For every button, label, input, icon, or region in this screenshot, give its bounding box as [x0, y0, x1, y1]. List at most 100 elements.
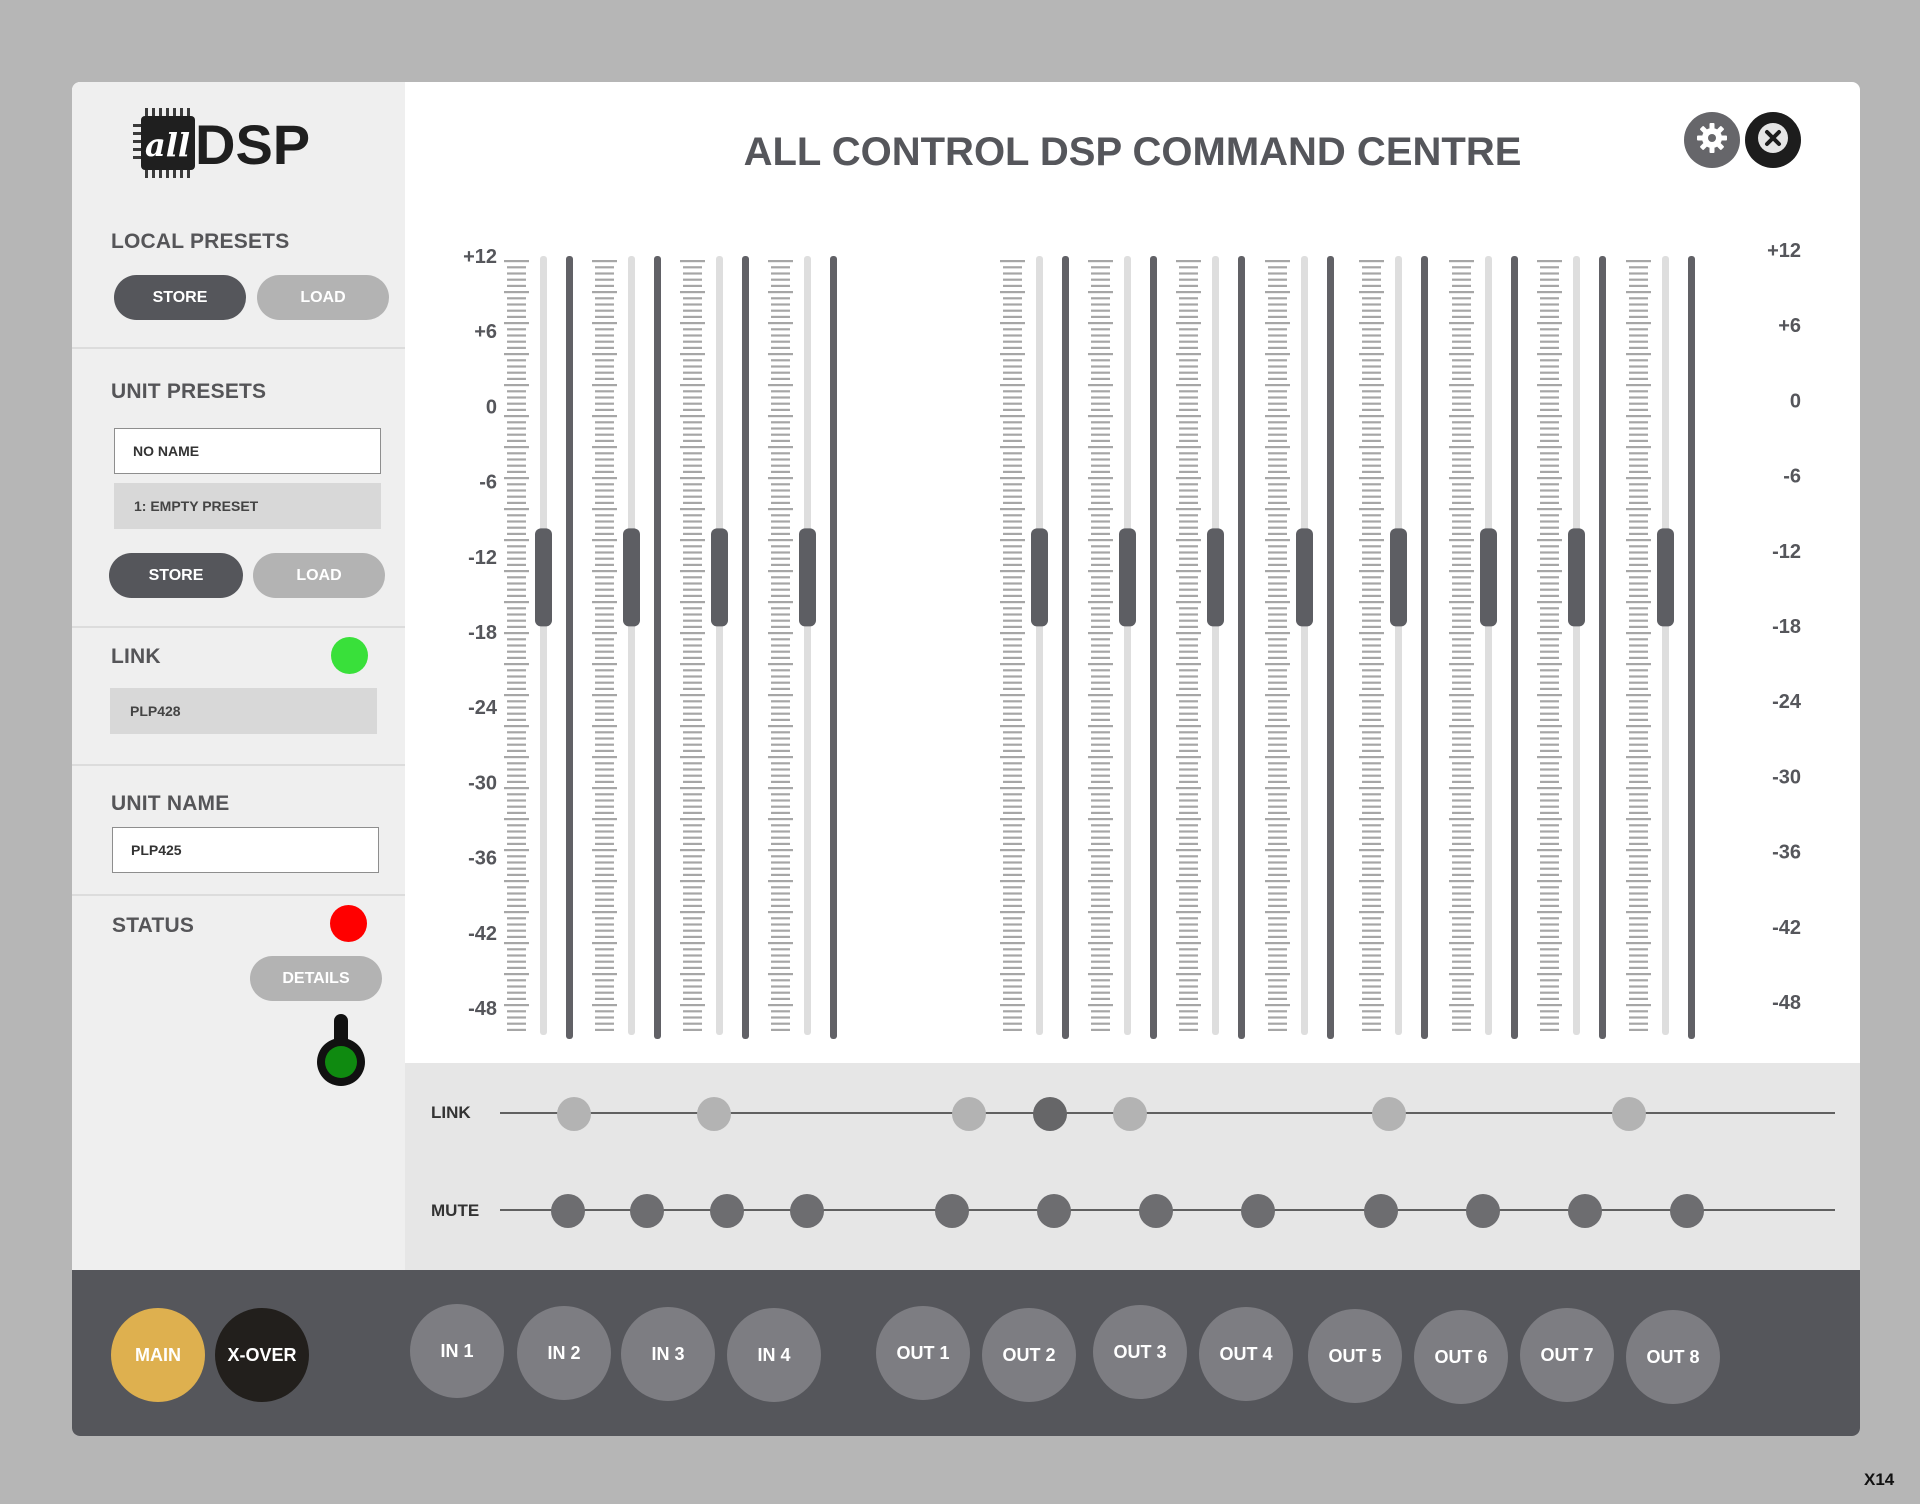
fader-knob[interactable] [1480, 528, 1497, 627]
fader-track[interactable] [628, 256, 635, 1035]
local-load-button[interactable]: LOAD [257, 275, 389, 320]
unit-name-input[interactable]: PLP425 [112, 827, 379, 873]
fader-channel[interactable] [1265, 256, 1334, 1039]
fader-channel[interactable] [1359, 256, 1428, 1039]
mute-toggle[interactable] [1670, 1194, 1704, 1228]
fader-track[interactable] [1036, 256, 1043, 1035]
channel-nav-button[interactable]: OUT 2 [982, 1308, 1076, 1402]
fader-knob[interactable] [1119, 528, 1136, 627]
preset-select[interactable]: 1: EMPTY PRESET [114, 483, 381, 529]
fader-channel[interactable] [768, 256, 837, 1039]
meter-tick [595, 328, 614, 331]
link-device-field[interactable]: PLP428 [110, 688, 377, 734]
fader-knob[interactable] [1568, 528, 1585, 627]
channel-nav-button[interactable]: OUT 6 [1414, 1310, 1508, 1404]
fader-track[interactable] [1301, 256, 1308, 1035]
link-toggle[interactable] [697, 1097, 731, 1131]
link-toggle[interactable] [1612, 1097, 1646, 1131]
link-toggle[interactable] [1372, 1097, 1406, 1131]
local-store-button[interactable]: STORE [114, 275, 246, 320]
fader-knob[interactable] [1296, 528, 1313, 627]
mute-toggle[interactable] [1466, 1194, 1500, 1228]
power-toggle[interactable] [316, 1014, 366, 1093]
meter-tick [1540, 483, 1559, 486]
channel-nav-button[interactable]: OUT 5 [1308, 1309, 1402, 1403]
mute-toggle[interactable] [551, 1194, 585, 1228]
mute-toggle[interactable] [710, 1194, 744, 1228]
mute-toggle[interactable] [1364, 1194, 1398, 1228]
fader-channel[interactable] [1537, 256, 1606, 1039]
mute-toggle[interactable] [1568, 1194, 1602, 1228]
link-toggle[interactable] [1113, 1097, 1147, 1131]
fader-track[interactable] [804, 256, 811, 1035]
fader-channel[interactable] [1176, 256, 1245, 1039]
fader-knob[interactable] [535, 528, 552, 627]
fader-track[interactable] [1573, 256, 1580, 1035]
fader-track[interactable] [1395, 256, 1402, 1035]
details-button[interactable]: DETAILS [250, 956, 382, 1001]
channel-nav-button[interactable]: OUT 1 [876, 1306, 970, 1400]
fader-knob[interactable] [799, 528, 816, 627]
mute-toggle[interactable] [1241, 1194, 1275, 1228]
fader-track[interactable] [1212, 256, 1219, 1035]
mute-toggle[interactable] [790, 1194, 824, 1228]
settings-button[interactable] [1684, 112, 1740, 168]
meter-tick [592, 973, 617, 976]
meter-tick [1088, 322, 1113, 325]
meter-tick [771, 811, 790, 814]
unit-load-button[interactable]: LOAD [253, 553, 385, 598]
fader-track[interactable] [716, 256, 723, 1035]
mute-toggle[interactable] [1037, 1194, 1071, 1228]
fader-knob[interactable] [711, 528, 728, 627]
channel-nav-button[interactable]: IN 2 [517, 1306, 611, 1400]
channel-nav-button[interactable]: OUT 8 [1626, 1310, 1720, 1404]
meter-tick [1629, 545, 1648, 548]
main-tab-button[interactable]: MAIN [111, 1308, 205, 1402]
meter-tick [507, 266, 526, 269]
channel-nav-button[interactable]: OUT 7 [1520, 1308, 1614, 1402]
meter-tick [507, 675, 526, 678]
meter-tick [771, 917, 790, 920]
link-toggle[interactable] [952, 1097, 986, 1131]
fader-channel[interactable] [504, 256, 573, 1039]
fader-knob[interactable] [1207, 528, 1224, 627]
channel-divider [1421, 256, 1428, 1039]
fader-channel[interactable] [1449, 256, 1518, 1039]
fader-channel[interactable] [592, 256, 661, 1039]
meter-tick [1268, 427, 1287, 430]
fader-track[interactable] [540, 256, 547, 1035]
channel-nav-button[interactable]: IN 4 [727, 1308, 821, 1402]
mute-toggle[interactable] [1139, 1194, 1173, 1228]
link-toggle[interactable] [1033, 1097, 1067, 1131]
meter-tick [1540, 762, 1559, 765]
meter-tick [771, 650, 790, 653]
fader-knob[interactable] [1390, 528, 1407, 627]
mute-toggle[interactable] [630, 1194, 664, 1228]
meter-tick [1091, 390, 1110, 393]
channel-nav-button[interactable]: OUT 3 [1093, 1305, 1187, 1399]
meter-tick [1179, 861, 1198, 864]
channel-nav-button[interactable]: IN 1 [410, 1304, 504, 1398]
fader-knob[interactable] [623, 528, 640, 627]
meter-tick [1179, 576, 1198, 579]
link-toggle[interactable] [557, 1097, 591, 1131]
close-button[interactable] [1745, 112, 1801, 168]
fader-channel[interactable] [1626, 256, 1695, 1039]
fader-channel[interactable] [1088, 256, 1157, 1039]
meter-tick [595, 681, 614, 684]
link-mute-panel: LINK MUTE [405, 1063, 1860, 1270]
fader-track[interactable] [1485, 256, 1492, 1035]
fader-channel[interactable] [680, 256, 749, 1039]
meter-tick [1449, 818, 1474, 821]
fader-knob[interactable] [1031, 528, 1048, 627]
channel-nav-button[interactable]: IN 3 [621, 1307, 715, 1401]
channel-nav-button[interactable]: OUT 4 [1199, 1307, 1293, 1401]
preset-name-input[interactable]: NO NAME [114, 428, 381, 474]
fader-track[interactable] [1124, 256, 1131, 1035]
unit-store-button[interactable]: STORE [109, 553, 243, 598]
fader-track[interactable] [1662, 256, 1669, 1035]
xover-tab-button[interactable]: X-OVER [215, 1308, 309, 1402]
fader-knob[interactable] [1657, 528, 1674, 627]
mute-toggle[interactable] [935, 1194, 969, 1228]
fader-channel[interactable] [1000, 256, 1069, 1039]
